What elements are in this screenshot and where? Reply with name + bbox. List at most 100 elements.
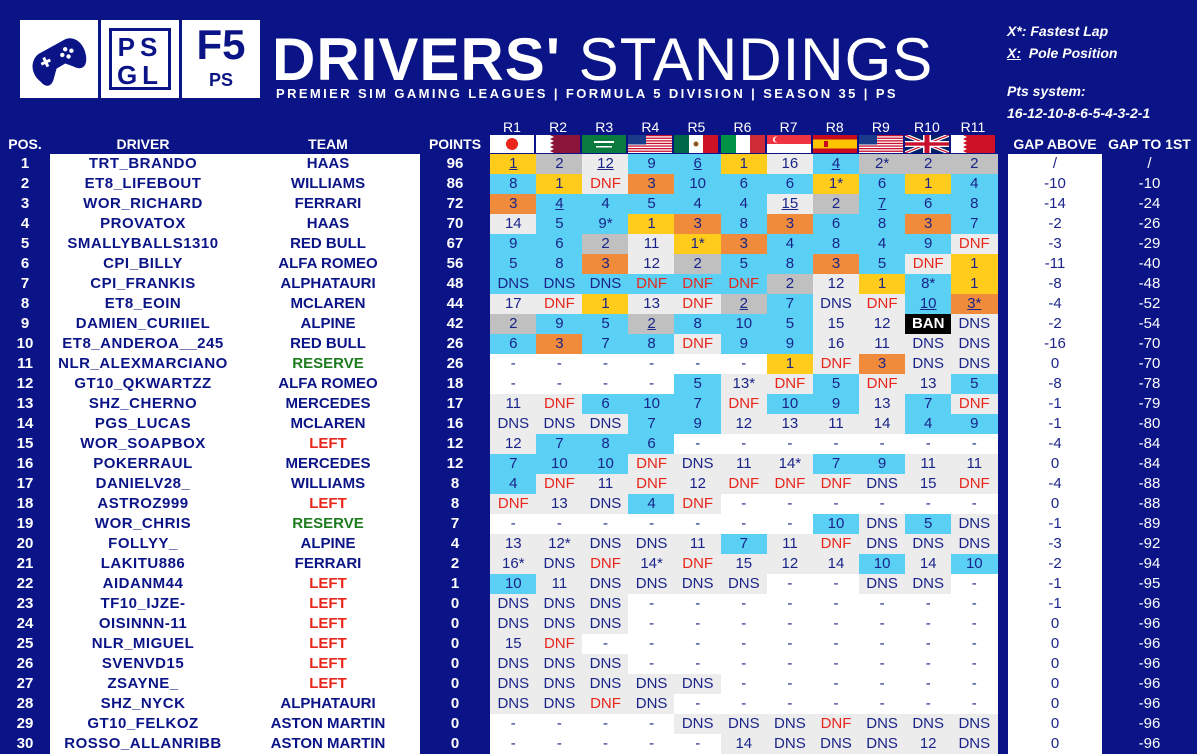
team-cell: RESERVE [236,354,420,374]
table-row: 6 CPI_BILLY ALFA ROMEO 56 5 8 3 12 2 5 8 3 5 DNF 1 -11-… [0,254,1197,274]
result-cell: 9 [858,454,906,474]
result-cell: - [812,694,860,714]
result-cell: DNS [674,674,721,694]
driver-cell: AIDANM44 [50,574,236,594]
result-cell: 4 [674,194,721,214]
team-cell: LEFT [236,434,420,454]
result-cell: - [674,694,721,714]
result-cell: - [858,634,906,654]
gap-first-cell: -54 [1138,315,1161,332]
points-cell: 0 [450,695,460,712]
gap-above-cell: -14 [1008,194,1102,214]
result-cell: - [536,714,583,734]
gap-first-cell: -10 [1138,175,1161,192]
gap-first-cell: -48 [1138,275,1161,292]
result-cell: 15 [490,634,537,654]
result-cell: 8 [766,254,814,274]
result-cell: DNS [812,734,860,754]
result-cell: 4 [858,234,906,254]
result-cell: 7 [904,394,952,414]
gap-first-cell: -95 [1138,575,1161,592]
position-cell: 26 [16,655,34,672]
result-cell: 6 [536,234,583,254]
result-cell: DNF [812,354,860,374]
driver-cell: SMALLYBALLS1310 [50,234,236,254]
result-cell: 12 [720,414,768,434]
result-cell: 5 [904,514,952,534]
gap-first-cell: -24 [1138,195,1161,212]
table-row: 17 DANIELV28_ WILLIAMS 8 4 DNF 11 DNF 12 DNF DNF DN… [0,474,1197,494]
team-cell: HAAS [236,214,420,234]
result-cell: 1 [536,174,583,194]
result-cell: - [674,594,721,614]
driver-cell: SHZ_CHERNO [50,394,236,414]
driver-cell: ET8_LIFEBOUT [50,174,236,194]
result-cell: DNS [490,414,537,434]
team-cell: LEFT [236,574,420,594]
result-cell: 11 [582,474,629,494]
result-cell: - [628,354,675,374]
team-cell: ASTON MARTIN [236,714,420,734]
result-cell: 7 [674,394,721,414]
result-cell: 9 [904,234,952,254]
result-cell: 1 [904,174,952,194]
result-cell: 3 [628,174,675,194]
result-cell: DNS [674,454,721,474]
result-cell: DNF [582,554,629,574]
result-cell: DNS [720,714,768,734]
result-cell: 12* [536,534,583,554]
result-cell: 5 [951,374,998,394]
result-cell: DNS [904,714,952,734]
round-label-r3: R3 [595,119,614,135]
team-cell: MERCEDES [236,454,420,474]
f5-logo-small: PS [208,70,233,90]
gamepad-logo [20,20,98,98]
bahrain-flag [951,135,995,153]
points-cell: 0 [450,655,460,672]
result-cell: 4 [766,234,814,254]
result-cell: - [582,514,629,534]
driver-cell: CPI_FRANKIS [50,274,236,294]
result-cell: 5 [490,254,537,274]
points-cell: 18 [446,375,464,392]
saudi-arabia-flag [582,135,627,153]
round-label-r1: R1 [503,119,521,135]
points-cell: 72 [446,195,464,212]
f5-logo-big: F5 [196,21,246,68]
driver-cell: NLR_ALEXMARCIANO [50,354,236,374]
gap-first-cell: -96 [1138,735,1161,752]
result-cell: 13 [904,374,952,394]
result-cell: DNF [674,494,721,514]
gap-above-cell: 0 [1008,354,1102,374]
team-cell: WILLIAMS [236,474,420,494]
gap-first-cell: -80 [1138,415,1161,432]
result-cell: DNS [536,674,583,694]
result-cell: DNS [951,334,998,354]
result-cell: DNS [490,654,537,674]
result-cell: DNF [536,394,583,414]
gap-above-cell: / [1008,154,1102,174]
header-team: TEAM [308,136,348,152]
team-cell: MCLAREN [236,294,420,314]
gap-above-cell: -16 [1008,334,1102,354]
table-row: 30 ROSSO_ALLANRIBB ASTON MARTIN 0- - - - -14 DNS… [0,734,1197,754]
driver-cell: ROSSO_ALLANRIBB [50,734,236,754]
result-cell: DNS [490,614,537,634]
result-cell: 3 [674,214,721,234]
points-cell: 44 [446,295,464,312]
position-cell: 16 [16,455,34,472]
result-cell: 10 [582,454,629,474]
position-cell: 29 [16,715,34,732]
result-cell: 1* [674,234,721,254]
gap-above-cell: -2 [1008,554,1102,574]
gap-above-cell: 0 [1008,614,1102,634]
result-cell: DNF [951,474,998,494]
result-cell: - [951,654,998,674]
result-cell: 12 [766,554,814,574]
points-cell: 70 [446,215,464,232]
driver-cell: TF10_IJZE- [50,594,236,614]
result-cell: DNS [951,534,998,554]
position-cell: 13 [16,395,34,412]
result-cell: DNF [812,714,860,734]
table-row: 19 WOR_CHRIS RESERVE 7- - - - - - -10 DNS 5 DNS -1 -89 [0,514,1197,534]
